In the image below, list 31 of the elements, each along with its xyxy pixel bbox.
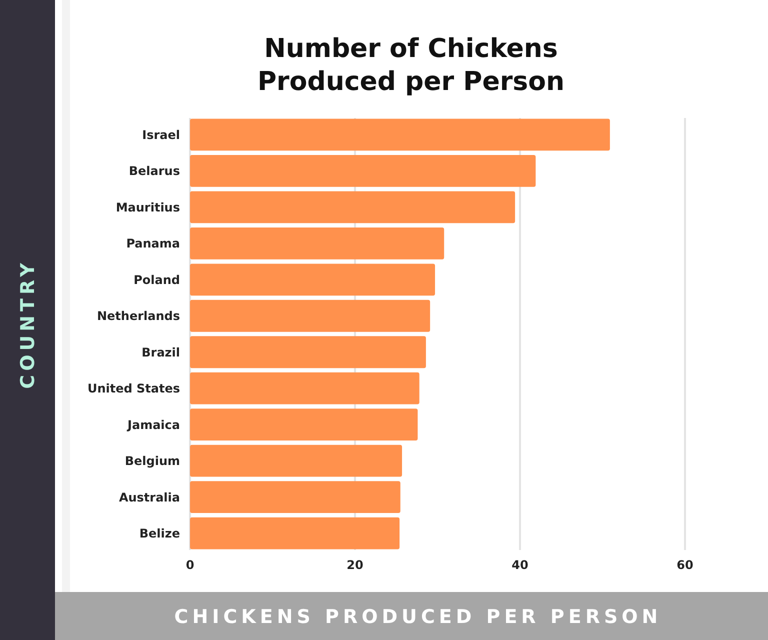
x-axis-title: CHICKENS PRODUCED PER PERSON [174,606,662,628]
y-tick-label: Brazil [142,345,180,360]
x-tick-label: 60 [676,558,694,572]
y-tick-label: Belize [139,526,180,541]
y-tick-label: Belarus [128,164,180,178]
x-tick-label: 0 [186,558,194,572]
y-tick-label: Mauritius [116,200,180,214]
bar [190,408,418,441]
bar [190,372,420,404]
y-tick-label: Poland [134,272,180,287]
bar [190,191,516,224]
x-tick-label: 40 [512,558,528,572]
y-tick-label: Israel [142,128,180,142]
y-tick-label: Australia [118,490,180,504]
chart-title: Number of Chickens Produced per Person [257,34,565,97]
bar [190,336,426,368]
y-tick-label: Panama [126,236,180,251]
bar [190,481,400,514]
bar [190,444,402,477]
x-tick-label: 20 [346,558,364,572]
y-axis-title: COUNTRY [17,259,39,389]
bar [190,300,430,332]
bar [190,517,400,550]
bar [190,118,610,151]
bar [190,264,436,296]
y-tick-label: Jamaica [126,418,180,432]
bar [190,227,444,260]
bar [190,154,536,187]
y-tick-label: Belgium [124,454,180,468]
y-tick-label: Netherlands [96,309,180,324]
y-tick-label: United States [87,382,180,396]
